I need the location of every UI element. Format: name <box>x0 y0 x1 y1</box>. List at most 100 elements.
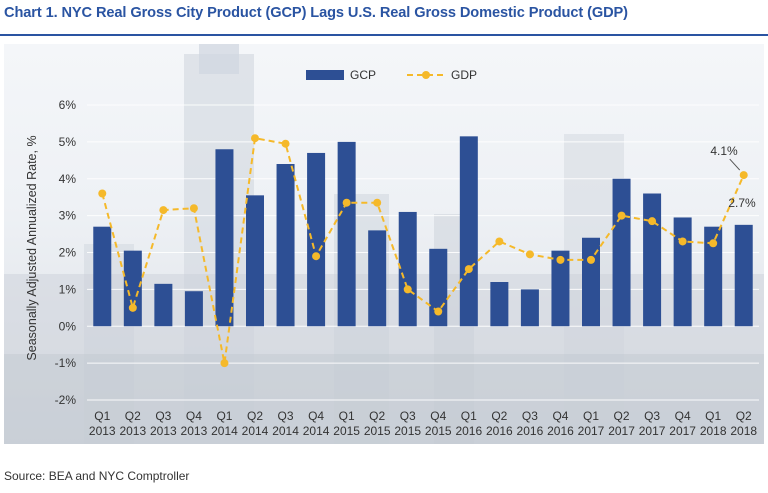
gcp-bar <box>520 289 539 327</box>
legend-gcp-swatch <box>306 70 344 80</box>
source-note: Source: BEA and NYC Comptroller <box>4 469 190 483</box>
x-tick-quarter: Q3 <box>522 409 538 423</box>
gcp-bar <box>673 217 692 327</box>
x-tick-quarter: Q1 <box>583 409 599 423</box>
x-tick-year: 2017 <box>578 424 605 438</box>
x-tick-quarter: Q4 <box>675 409 691 423</box>
gcp-bar <box>551 250 570 327</box>
x-tick-quarter: Q1 <box>461 409 477 423</box>
gdp-point <box>709 239 718 248</box>
y-axis-title: Seasonally Adjusted Annualized Rate, % <box>25 135 39 360</box>
gcp-bar <box>398 211 417 327</box>
legend-gdp-label: GDP <box>451 68 477 82</box>
x-tick-year: 2013 <box>150 424 177 438</box>
title-divider <box>0 34 768 36</box>
gdp-point <box>525 250 534 259</box>
y-tick-label: 0% <box>59 319 77 333</box>
x-tick-quarter: Q3 <box>155 409 171 423</box>
y-tick-label: 6% <box>59 98 77 112</box>
x-tick-year: 2016 <box>455 424 482 438</box>
x-tick-quarter: Q1 <box>94 409 110 423</box>
x-tick-quarter: Q3 <box>278 409 294 423</box>
gcp-bar <box>123 250 142 327</box>
gcp-bar <box>490 282 509 327</box>
chart-svg: -2% -1% 0% 1% 2% 3% 4% 5% 6% Seasonally Adjusted… <box>25 68 759 438</box>
legend-gcp-label: GCP <box>350 68 376 82</box>
gcp-bar <box>704 226 723 327</box>
y-tick-label: 4% <box>59 172 77 186</box>
x-tick-quarter: Q2 <box>736 409 752 423</box>
gcp-bar <box>276 164 295 327</box>
chart-panel: -2% -1% 0% 1% 2% 3% 4% 5% 6% Seasonally Adjusted… <box>4 44 764 444</box>
x-tick-year: 2017 <box>669 424 696 438</box>
x-tick-quarter: Q4 <box>430 409 446 423</box>
x-tick-year: 2014 <box>272 424 299 438</box>
x-tick-year: 2018 <box>730 424 757 438</box>
y-axis: -2% -1% 0% 1% 2% 3% 4% 5% 6% <box>55 98 77 407</box>
gcp-bar <box>459 136 478 327</box>
gdp-point <box>189 204 198 213</box>
gdp-point <box>403 285 412 294</box>
x-tick-quarter: Q3 <box>644 409 660 423</box>
x-tick-year: 2016 <box>486 424 513 438</box>
gdp-point <box>220 359 229 368</box>
gdp-point <box>739 171 748 180</box>
y-tick-label: 3% <box>59 209 77 223</box>
gdp-point <box>312 252 321 261</box>
x-tick-quarter: Q4 <box>186 409 202 423</box>
gdp-line <box>98 134 748 368</box>
x-tick-year: 2013 <box>89 424 116 438</box>
x-tick-year: 2014 <box>211 424 238 438</box>
gdp-point <box>251 134 259 143</box>
gcp-bar <box>307 152 326 327</box>
x-tick-year: 2015 <box>364 424 391 438</box>
gdp-point <box>159 206 168 215</box>
x-tick-quarter: Q2 <box>614 409 630 423</box>
x-tick-year: 2018 <box>700 424 727 438</box>
x-tick-quarter: Q2 <box>491 409 507 423</box>
annotations: 4.1% 2.7% <box>710 144 756 210</box>
legend: GCP GDP <box>306 68 477 82</box>
legend-gdp-marker <box>422 71 430 79</box>
x-tick-year: 2015 <box>333 424 360 438</box>
gdp-point <box>617 211 626 220</box>
x-tick-quarter: Q1 <box>705 409 721 423</box>
x-tick-year: 2016 <box>517 424 544 438</box>
gdp-point <box>342 198 351 207</box>
x-tick-quarter: Q4 <box>552 409 568 423</box>
gdp-line-path <box>101 137 745 364</box>
annotation-leader <box>729 158 741 171</box>
gdp-point <box>128 303 137 312</box>
gcp-bar <box>337 141 356 327</box>
gcp-bar <box>368 230 387 327</box>
x-tick-quarter: Q1 <box>216 409 232 423</box>
gdp-point <box>678 237 687 246</box>
gcp-bar <box>246 195 264 327</box>
y-tick-label: -2% <box>55 393 77 407</box>
x-tick-year: 2015 <box>425 424 452 438</box>
y-tick-label: 5% <box>59 135 77 149</box>
gdp-point <box>434 307 443 316</box>
x-tick-quarter: Q2 <box>369 409 385 423</box>
gcp-bar <box>643 193 662 327</box>
x-tick-year: 2014 <box>303 424 330 438</box>
gcp-annotation: 2.7% <box>728 196 756 210</box>
gdp-point <box>98 189 107 198</box>
x-tick-quarter: Q2 <box>125 409 141 423</box>
y-tick-label: 2% <box>59 246 77 260</box>
gcp-bar <box>154 283 173 327</box>
x-tick-quarter: Q2 <box>247 409 263 423</box>
gdp-annotation: 4.1% <box>710 144 738 158</box>
x-tick-year: 2013 <box>181 424 208 438</box>
x-tick-quarter: Q3 <box>400 409 416 423</box>
gcp-bar <box>184 291 203 327</box>
gdp-point <box>587 255 595 264</box>
gdp-point <box>373 198 382 207</box>
x-tick-quarter: Q4 <box>308 409 324 423</box>
x-tick-year: 2015 <box>394 424 421 438</box>
gdp-point <box>495 237 504 246</box>
y-tick-label: 1% <box>59 282 77 296</box>
x-tick-year: 2017 <box>608 424 635 438</box>
x-tick-quarter: Q1 <box>339 409 355 423</box>
y-tick-label: -1% <box>55 356 77 370</box>
